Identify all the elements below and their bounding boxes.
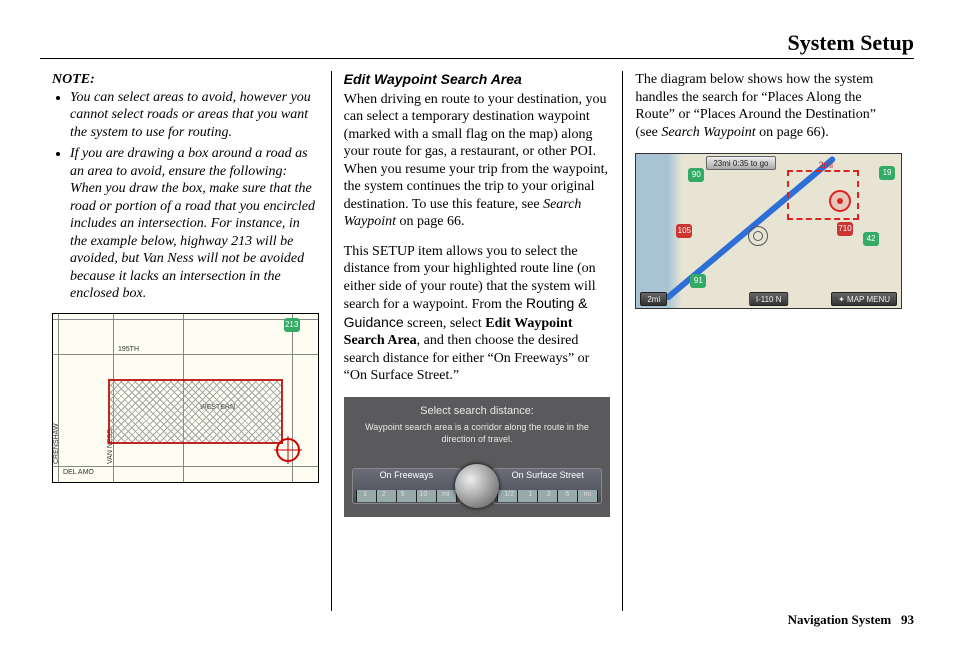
freeways-scale: 12510mi (356, 490, 457, 502)
target-icon (276, 438, 300, 462)
corridor-label: 2mi (819, 160, 834, 171)
surface-street-selector[interactable]: On Surface Street 1/2125mi (493, 468, 602, 504)
page-footer: Navigation System 93 (788, 612, 914, 628)
note-label: NOTE: (52, 71, 319, 89)
hwy-shield-icon: 105 (676, 224, 692, 238)
eta-badge: 23mi 0:35 to go (706, 156, 775, 170)
surface-scale: 1/2125mi (497, 490, 598, 502)
avoid-box (108, 379, 283, 444)
hwy-shield-icon: 710 (837, 222, 853, 236)
page-title: System Setup (40, 30, 914, 56)
content-columns: NOTE: You can select areas to avoid, how… (40, 71, 914, 611)
note-bullet: If you are drawing a box around a road a… (70, 145, 319, 303)
scale-badge: 2mi (640, 292, 667, 306)
freeways-selector[interactable]: On Freeways 12510mi (352, 468, 461, 504)
column-1: NOTE: You can select areas to avoid, how… (40, 71, 332, 611)
avoid-area-map: 213 195TH WESTERN VAN NESS DEL AMO CRENS… (52, 313, 319, 483)
dial-knob-icon[interactable] (455, 464, 499, 508)
hwy-shield-icon: 91 (690, 274, 706, 288)
paragraph: When driving en route to your destinatio… (344, 91, 611, 231)
hwy-shield-icon: 213 (284, 318, 300, 332)
dial-row: On Freeways 12510mi On Surface Street 1/… (352, 463, 603, 509)
footer-label: Navigation System (788, 612, 892, 627)
section-heading: Edit Waypoint Search Area (344, 71, 611, 89)
screen-title: Select search distance: (352, 405, 603, 419)
column-2: Edit Waypoint Search Area When driving e… (332, 71, 624, 611)
screen-subtitle: Waypoint search area is a corridor along… (352, 422, 603, 445)
hwy-shield-icon: 90 (688, 168, 704, 182)
paragraph: This SETUP item allows you to select the… (344, 243, 611, 385)
road-label: CRENSHAW (53, 423, 62, 464)
road-label: DEL AMO (63, 469, 94, 478)
column-3: The diagram below shows how the system h… (623, 71, 914, 611)
hwy-shield-icon: 19 (879, 166, 895, 180)
road-label: 195TH (118, 346, 139, 355)
destination-dot-icon (837, 198, 843, 204)
page-number: 93 (901, 612, 914, 627)
paragraph: The diagram below shows how the system h… (635, 71, 902, 141)
map-menu-button[interactable]: ✦ MAP MENU (831, 292, 897, 306)
vehicle-icon (748, 226, 768, 246)
search-distance-screen: Select search distance: Waypoint search … (344, 397, 611, 517)
route-name-badge: I-110 N (749, 292, 789, 306)
route-map: 23mi 0:35 to go 2mi 90 105 19 710 42 91 … (635, 153, 902, 309)
note-bullet: You can select areas to avoid, however y… (70, 89, 319, 142)
note-list: You can select areas to avoid, however y… (52, 89, 319, 303)
hwy-shield-icon: 42 (863, 232, 879, 246)
